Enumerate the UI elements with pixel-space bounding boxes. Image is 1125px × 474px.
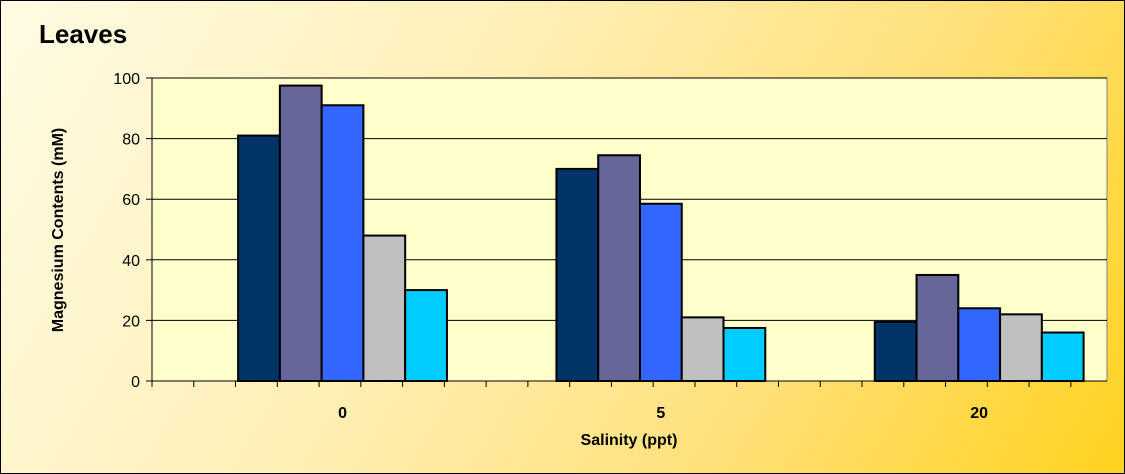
y-tick-label: 60 — [122, 192, 140, 209]
chart-title: Leaves — [39, 19, 127, 49]
bar — [638, 202, 683, 382]
y-tick-label: 80 — [122, 132, 140, 149]
bar — [915, 273, 960, 383]
y-axis-title: Magnesium Contents (mM) — [50, 128, 67, 332]
y-tick-label: 100 — [113, 71, 140, 88]
y-tick-label: 20 — [122, 313, 140, 330]
y-tick-label: 0 — [131, 374, 140, 391]
bar — [362, 234, 407, 382]
bar — [680, 316, 725, 382]
x-tick-labels: 0 5 20 — [338, 405, 988, 422]
x-tick-label: 0 — [338, 405, 347, 422]
bar — [237, 134, 281, 382]
bar — [1040, 331, 1085, 382]
axes — [146, 77, 1107, 387]
bar — [320, 104, 365, 383]
bar — [873, 320, 918, 383]
bar — [404, 289, 448, 383]
x-tick-label: 5 — [656, 405, 665, 422]
bars — [237, 84, 1085, 383]
bar — [597, 154, 641, 382]
x-axis-title: Salinity (ppt) — [581, 432, 678, 449]
x-tick-label: 20 — [970, 405, 988, 422]
bar — [278, 84, 323, 382]
y-tick-label: 40 — [122, 253, 140, 270]
y-tick-labels: 0 20 40 60 80 100 — [113, 71, 140, 391]
bar — [957, 307, 1002, 382]
bar — [722, 326, 767, 383]
bar — [999, 313, 1043, 382]
bar — [555, 167, 600, 382]
